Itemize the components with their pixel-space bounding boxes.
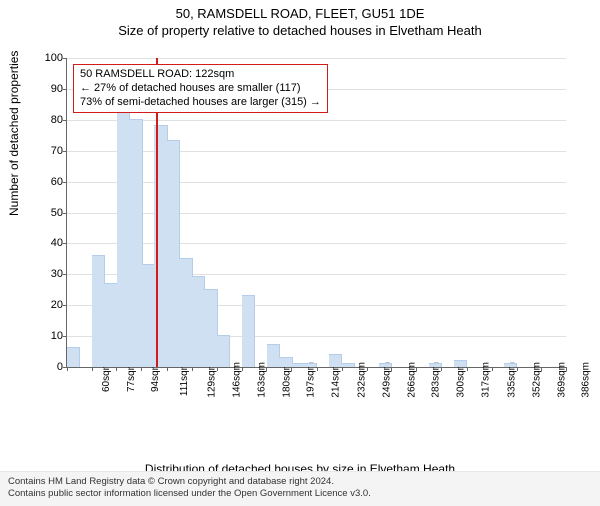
ytick-mark	[63, 305, 67, 306]
xtick-label: 300sqm	[456, 362, 467, 398]
ytick-label: 20	[37, 299, 63, 311]
footer-line1: Contains HM Land Registry data © Crown c…	[8, 476, 594, 488]
xtick-mark	[467, 367, 468, 371]
ytick-label: 100	[37, 52, 63, 64]
plot-region: 010203040506070809010060sqm77sqm94sqm111…	[66, 58, 566, 368]
xtick-label: 386sqm	[581, 362, 592, 398]
histogram-bar	[279, 357, 292, 367]
xtick-label: 317sqm	[480, 362, 491, 398]
histogram-bar	[242, 295, 255, 367]
histogram-bar	[104, 283, 117, 367]
xtick-mark	[291, 367, 292, 371]
histogram-bar	[204, 289, 217, 367]
chart-area: 010203040506070809010060sqm77sqm94sqm111…	[42, 54, 574, 420]
histogram-bar	[429, 363, 442, 367]
annotation-line: 73% of semi-detached houses are larger (…	[80, 96, 321, 110]
histogram-bar	[192, 276, 205, 367]
ytick-label: 50	[37, 207, 63, 219]
gridline-h	[67, 58, 566, 59]
title-line2: Size of property relative to detached ho…	[0, 23, 600, 38]
ytick-mark	[63, 274, 67, 275]
ytick-label: 60	[37, 176, 63, 188]
xtick-mark	[116, 367, 117, 371]
xtick-mark	[492, 367, 493, 371]
ytick-mark	[63, 213, 67, 214]
xtick-mark	[566, 367, 567, 371]
ytick-label: 10	[37, 330, 63, 342]
xtick-mark	[67, 367, 68, 371]
xtick-mark	[192, 367, 193, 371]
histogram-bar	[217, 335, 230, 367]
ytick-label: 0	[37, 361, 63, 373]
ytick-label: 70	[37, 145, 63, 157]
histogram-bar	[292, 363, 305, 367]
histogram-bar	[267, 344, 280, 367]
xtick-label: 197sqm	[306, 362, 317, 398]
ytick-mark	[63, 120, 67, 121]
xtick-mark	[517, 367, 518, 371]
ytick-label: 30	[37, 268, 63, 280]
ytick-mark	[63, 89, 67, 90]
histogram-bar	[117, 110, 130, 367]
histogram-bar	[379, 363, 392, 367]
histogram-bar	[304, 363, 317, 367]
xtick-mark	[141, 367, 142, 371]
ytick-mark	[63, 151, 67, 152]
histogram-bar	[329, 354, 342, 367]
footer-line2: Contains public sector information licen…	[8, 488, 594, 500]
histogram-bar	[67, 347, 80, 367]
xtick-mark	[317, 367, 318, 371]
annotation-line: ← 27% of detached houses are smaller (11…	[80, 82, 321, 96]
histogram-bar	[142, 264, 155, 367]
ytick-label: 90	[37, 83, 63, 95]
ytick-mark	[63, 243, 67, 244]
xtick-mark	[242, 367, 243, 371]
xtick-mark	[541, 367, 542, 371]
xtick-mark	[167, 367, 168, 371]
xtick-mark	[342, 367, 343, 371]
ytick-mark	[63, 336, 67, 337]
annotation-box: 50 RAMSDELL ROAD: 122sqm← 27% of detache…	[73, 64, 328, 113]
xtick-mark	[441, 367, 442, 371]
histogram-bar	[129, 119, 142, 367]
histogram-bar	[167, 140, 180, 367]
xtick-label: 111sqm	[179, 362, 190, 396]
ytick-mark	[63, 58, 67, 59]
xtick-mark	[92, 367, 93, 371]
y-axis-label: Number of detached properties	[7, 51, 21, 216]
ytick-label: 40	[37, 237, 63, 249]
xtick-mark	[367, 367, 368, 371]
footer: Contains HM Land Registry data © Crown c…	[0, 471, 600, 506]
histogram-bar	[179, 258, 192, 367]
histogram-bar	[454, 360, 467, 367]
histogram-bar	[92, 255, 105, 367]
histogram-bar	[341, 363, 354, 367]
ytick-mark	[63, 182, 67, 183]
ytick-label: 80	[37, 114, 63, 126]
annotation-line: 50 RAMSDELL ROAD: 122sqm	[80, 68, 321, 82]
histogram-bar	[504, 363, 517, 367]
xtick-mark	[416, 367, 417, 371]
chart-title-block: 50, RAMSDELL ROAD, FLEET, GU51 1DE Size …	[0, 6, 600, 38]
title-line1: 50, RAMSDELL ROAD, FLEET, GU51 1DE	[0, 6, 600, 21]
xtick-mark	[391, 367, 392, 371]
xtick-mark	[266, 367, 267, 371]
xtick-label: 214sqm	[331, 362, 342, 398]
xtick-mark	[217, 367, 218, 371]
